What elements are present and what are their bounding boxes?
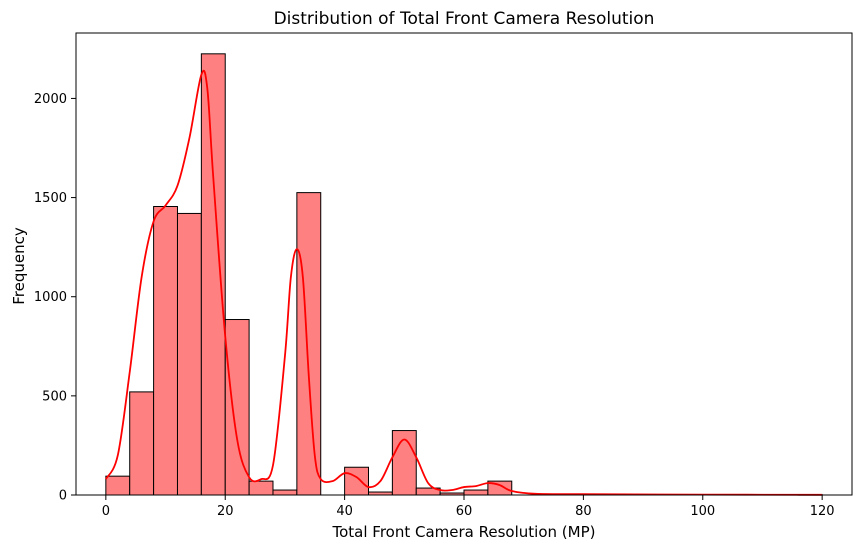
x-axis-ticks: 0 20 40 60 80 100 120 — [102, 495, 835, 519]
histogram-bar — [272, 489, 298, 496]
x-tick-label: 40 — [336, 504, 353, 519]
histogram-bar — [129, 391, 155, 496]
chart-title: Distribution of Total Front Camera Resol… — [274, 9, 655, 29]
x-tick-label: 100 — [690, 504, 715, 519]
x-tick-label: 0 — [102, 504, 110, 519]
y-tick-label: 2000 — [34, 92, 67, 107]
y-tick-label: 1000 — [34, 290, 67, 305]
x-tick-label: 60 — [456, 504, 473, 519]
x-tick-label: 20 — [217, 504, 234, 519]
histogram-bar — [105, 475, 131, 496]
x-tick-label: 80 — [575, 504, 592, 519]
x-axis-label: Total Front Camera Resolution (MP) — [332, 523, 596, 541]
histogram-bar — [344, 466, 369, 496]
x-tick-label: 120 — [810, 504, 835, 519]
histogram-bar — [200, 53, 226, 496]
histogram-bars — [105, 53, 823, 496]
y-tick-label: 500 — [42, 389, 67, 404]
y-tick-label: 1500 — [34, 191, 67, 206]
y-axis-label: Frequency — [10, 227, 28, 305]
histogram-bar — [153, 205, 178, 496]
y-axis-ticks: 0 500 1000 1500 2000 — [34, 92, 76, 504]
histogram-bar — [296, 192, 322, 496]
y-tick-label: 0 — [59, 489, 67, 504]
histogram-bar — [463, 489, 489, 496]
histogram-bar — [176, 212, 202, 496]
kde-curve — [105, 69, 823, 496]
histogram-bar — [248, 480, 274, 496]
